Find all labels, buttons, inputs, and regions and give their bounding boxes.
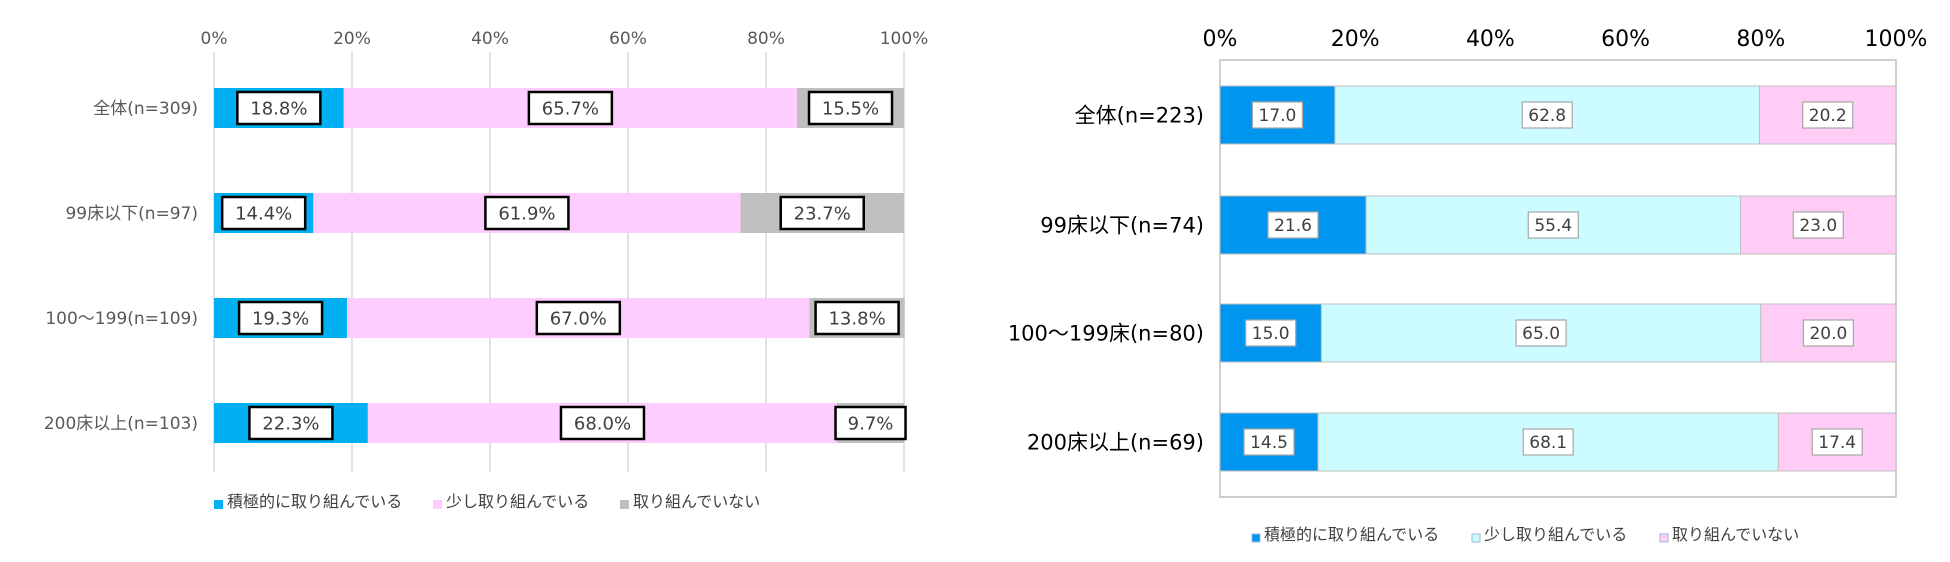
data-label: 23.7% [794,203,851,224]
data-label: 23.0 [1799,216,1837,236]
data-label-box [535,300,622,336]
data-label-box [559,405,646,441]
left-chart-svg: 0% 20% 40% 60% 80% 100% 全体(n=309) 18.8% 65.7% 15.… [44,29,929,511]
category-label: 200床以上(n=103) [44,414,198,434]
data-label-box [834,405,907,441]
legend-label: 積極的に取り組んでいる [227,492,402,511]
data-label-box [237,300,324,336]
legend-swatch [214,500,223,509]
legend-swatch [1659,533,1669,543]
data-label: 68.1 [1529,433,1567,453]
right-stacked-bar-chart: 0% 20% 40% 60% 80% 100% 全体(n=223) 17.0 62.8 20.2 9… [960,0,1950,562]
data-label-box [220,195,307,231]
data-label-box [1243,428,1295,456]
category-label: 200床以上(n=69) [1027,431,1204,455]
legend-swatch [620,500,629,509]
category-label: 100～199(n=109) [45,309,198,329]
data-label: 61.9% [498,203,555,224]
legend-swatch [1251,533,1261,543]
x-tick-label: 100% [1865,27,1928,52]
plot-frame [1219,59,1897,498]
data-label-box [1527,211,1579,239]
data-label: 20.2 [1809,106,1847,126]
data-label: 20.0 [1809,324,1847,344]
x-tick-label: 0% [1203,27,1238,52]
data-label-box [814,300,900,336]
data-label-box [1522,428,1574,456]
x-tick-label: 100% [880,29,929,49]
data-label: 15.5% [822,98,879,119]
x-tick-label: 60% [609,29,647,49]
data-label: 22.3% [262,413,319,434]
bar-segment [1219,412,1319,472]
data-label: 15.0 [1252,324,1290,344]
x-tick-label: 20% [1331,27,1380,52]
x-tick-label: 80% [747,29,785,49]
data-label: 55.4 [1534,216,1572,236]
x-tick-label: 80% [1736,27,1785,52]
data-label-box [527,90,614,126]
data-label-box [807,90,894,126]
right-chart-svg: 0% 20% 40% 60% 80% 100% 全体(n=223) 17.0 62.8 20.2 9… [1008,27,1928,544]
data-label: 14.5 [1250,433,1288,453]
data-label: 65.0 [1522,324,1560,344]
data-label-box [1251,101,1304,129]
data-label: 18.8% [250,98,307,119]
data-label: 19.3% [252,308,309,329]
legend-swatch [1471,533,1481,543]
x-tick-label: 40% [1466,27,1515,52]
data-label: 67.0% [550,308,607,329]
data-label-box [1521,101,1573,129]
x-tick-label: 60% [1601,27,1650,52]
bar-segment [1760,303,1897,363]
legend-label: 取り組んでいない [1672,525,1799,544]
data-label-box [1267,211,1319,239]
data-label: 9.7% [848,413,894,434]
category-label: 100～199床(n=80) [1008,322,1204,346]
data-label: 68.0% [574,413,631,434]
data-label-box [484,195,570,231]
x-tick-label: 20% [333,29,371,49]
legend-label: 少し取り組んでいる [446,492,589,511]
data-label: 65.7% [542,98,599,119]
data-label-box [1811,428,1863,456]
left-stacked-bar-chart: 0% 20% 40% 60% 80% 100% 全体(n=309) 18.8% 65.7% 15.… [0,0,940,562]
legend-label: 積極的に取り組んでいる [1264,525,1439,544]
legend-label: 少し取り組んでいる [1484,525,1627,544]
data-label: 21.6 [1274,216,1312,236]
category-label: 全体(n=223) [1075,104,1204,128]
data-label: 13.8% [828,308,885,329]
x-tick-label: 40% [471,29,509,49]
data-label-box [1802,319,1855,347]
data-label-box [1792,211,1844,239]
data-label: 17.4 [1818,433,1856,453]
legend-swatch [433,500,442,509]
category-label: 全体(n=309) [93,99,198,119]
legend-label: 取り組んでいない [633,492,760,511]
data-label-box [779,195,865,231]
data-label: 62.8 [1528,106,1566,126]
data-label-box [248,405,334,441]
x-tick-label: 0% [201,29,228,49]
data-label: 17.0 [1259,106,1297,126]
data-label-box [1515,319,1567,347]
category-label: 99床以下(n=97) [65,204,198,224]
data-label: 14.4% [235,203,292,224]
data-label-box [1802,101,1854,129]
category-label: 99床以下(n=74) [1040,214,1204,238]
data-label-box [1245,319,1297,347]
data-label-box [236,90,322,126]
